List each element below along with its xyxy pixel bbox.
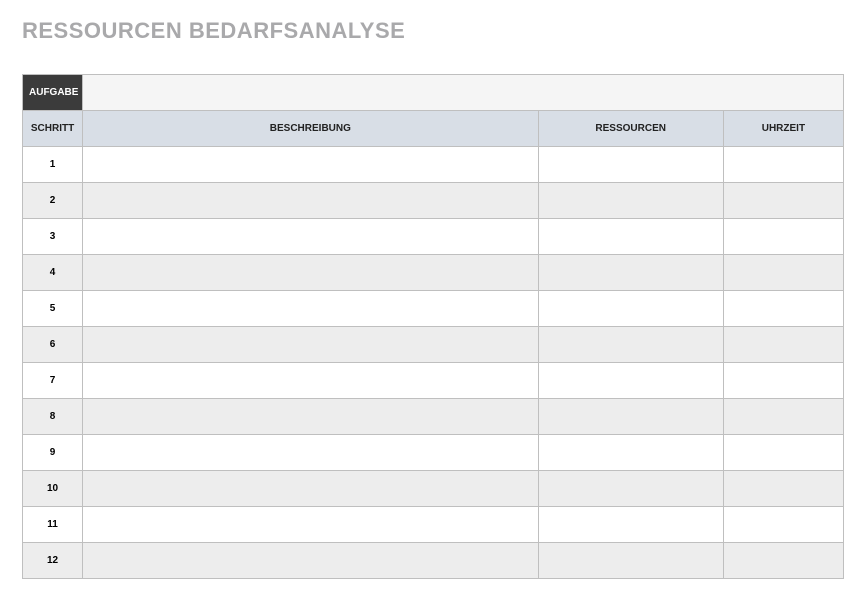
- cell-beschreibung: [83, 327, 539, 363]
- table-row: 12: [23, 543, 844, 579]
- cell-schritt: 11: [23, 507, 83, 543]
- cell-uhrzeit: [723, 255, 843, 291]
- cell-schritt: 12: [23, 543, 83, 579]
- table-row: 6: [23, 327, 844, 363]
- cell-schritt: 6: [23, 327, 83, 363]
- cell-uhrzeit: [723, 471, 843, 507]
- cell-schritt: 7: [23, 363, 83, 399]
- cell-schritt: 8: [23, 399, 83, 435]
- cell-ressourcen: [538, 399, 723, 435]
- page-title: RESSOURCEN BEDARFSANALYSE: [22, 18, 844, 44]
- cell-uhrzeit: [723, 219, 843, 255]
- cell-uhrzeit: [723, 183, 843, 219]
- cell-beschreibung: [83, 183, 539, 219]
- cell-uhrzeit: [723, 147, 843, 183]
- cell-ressourcen: [538, 363, 723, 399]
- cell-ressourcen: [538, 255, 723, 291]
- cell-schritt: 3: [23, 219, 83, 255]
- cell-schritt: 9: [23, 435, 83, 471]
- table-row: 2: [23, 183, 844, 219]
- cell-beschreibung: [83, 543, 539, 579]
- cell-beschreibung: [83, 363, 539, 399]
- cell-schritt: 5: [23, 291, 83, 327]
- aufgabe-row: AUFGABE: [23, 75, 844, 111]
- cell-uhrzeit: [723, 543, 843, 579]
- resource-table: AUFGABE SCHRITT BESCHREIBUNG RESSOURCEN …: [22, 74, 844, 579]
- cell-uhrzeit: [723, 435, 843, 471]
- cell-ressourcen: [538, 147, 723, 183]
- cell-ressourcen: [538, 327, 723, 363]
- cell-ressourcen: [538, 291, 723, 327]
- cell-schritt: 2: [23, 183, 83, 219]
- col-beschreibung: BESCHREIBUNG: [83, 111, 539, 147]
- cell-beschreibung: [83, 147, 539, 183]
- aufgabe-value: [83, 75, 844, 111]
- cell-uhrzeit: [723, 507, 843, 543]
- table-row: 10: [23, 471, 844, 507]
- aufgabe-label: AUFGABE: [23, 75, 83, 111]
- table-row: 4: [23, 255, 844, 291]
- cell-beschreibung: [83, 291, 539, 327]
- cell-ressourcen: [538, 435, 723, 471]
- cell-beschreibung: [83, 219, 539, 255]
- cell-beschreibung: [83, 471, 539, 507]
- col-uhrzeit: UHRZEIT: [723, 111, 843, 147]
- cell-ressourcen: [538, 219, 723, 255]
- table-row: 3: [23, 219, 844, 255]
- table-row: 7: [23, 363, 844, 399]
- table-row: 5: [23, 291, 844, 327]
- col-ressourcen: RESSOURCEN: [538, 111, 723, 147]
- col-schritt: SCHRITT: [23, 111, 83, 147]
- cell-uhrzeit: [723, 363, 843, 399]
- cell-beschreibung: [83, 435, 539, 471]
- cell-beschreibung: [83, 255, 539, 291]
- table-row: 1: [23, 147, 844, 183]
- cell-uhrzeit: [723, 399, 843, 435]
- cell-schritt: 1: [23, 147, 83, 183]
- column-header-row: SCHRITT BESCHREIBUNG RESSOURCEN UHRZEIT: [23, 111, 844, 147]
- cell-ressourcen: [538, 543, 723, 579]
- cell-beschreibung: [83, 399, 539, 435]
- table-row: 11: [23, 507, 844, 543]
- cell-beschreibung: [83, 507, 539, 543]
- cell-uhrzeit: [723, 291, 843, 327]
- cell-ressourcen: [538, 507, 723, 543]
- cell-ressourcen: [538, 471, 723, 507]
- cell-ressourcen: [538, 183, 723, 219]
- table-row: 8: [23, 399, 844, 435]
- cell-uhrzeit: [723, 327, 843, 363]
- cell-schritt: 10: [23, 471, 83, 507]
- cell-schritt: 4: [23, 255, 83, 291]
- table-row: 9: [23, 435, 844, 471]
